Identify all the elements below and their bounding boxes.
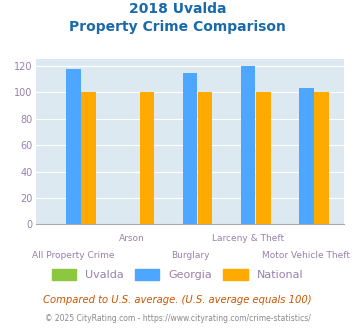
Text: © 2025 CityRating.com - https://www.cityrating.com/crime-statistics/: © 2025 CityRating.com - https://www.city… [45, 314, 310, 323]
Text: Burglary: Burglary [171, 251, 209, 260]
Bar [198, 92, 212, 224]
Text: Motor Vehicle Theft: Motor Vehicle Theft [262, 251, 350, 260]
Text: All Property Crime: All Property Crime [32, 251, 115, 260]
Text: Arson: Arson [119, 234, 144, 243]
Bar [140, 92, 154, 224]
Legend: Uvalda, Georgia, National: Uvalda, Georgia, National [47, 265, 308, 284]
Bar [182, 73, 197, 224]
Bar [66, 69, 81, 224]
Text: Compared to U.S. average. (U.S. average equals 100): Compared to U.S. average. (U.S. average … [43, 295, 312, 305]
Bar [314, 92, 329, 224]
Text: Larceny & Theft: Larceny & Theft [212, 234, 284, 243]
Text: 2018 Uvalda: 2018 Uvalda [129, 2, 226, 16]
Bar [256, 92, 271, 224]
Bar [241, 66, 256, 224]
Bar [81, 92, 96, 224]
Bar [299, 88, 314, 224]
Text: Property Crime Comparison: Property Crime Comparison [69, 20, 286, 34]
